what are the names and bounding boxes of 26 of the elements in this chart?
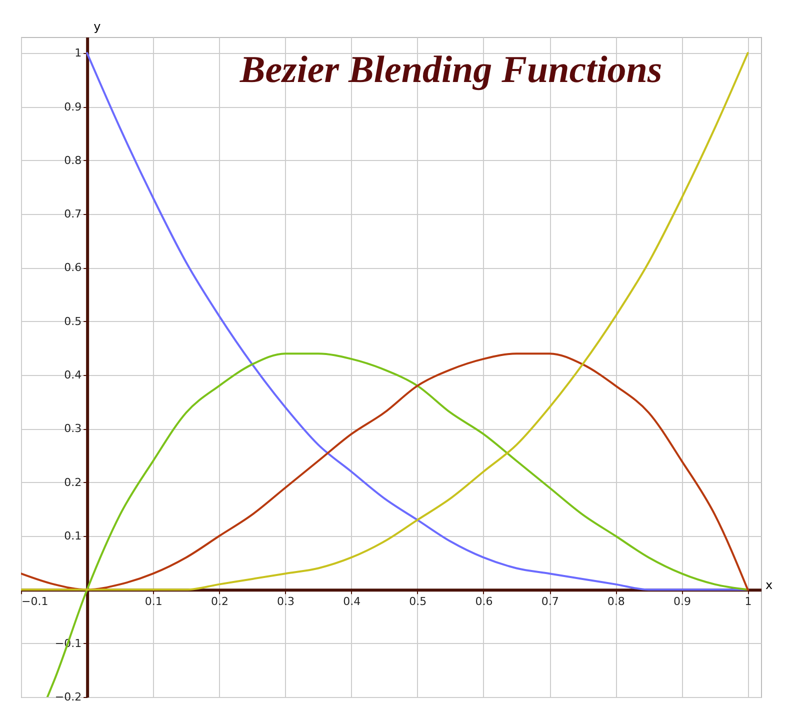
x-tick-label: 1 (744, 595, 752, 608)
x-tick-label: 0.6 (475, 595, 493, 608)
x-tick-label: 0.5 (409, 595, 427, 608)
x-tick-label: 0.3 (277, 595, 295, 608)
y-tick-label: 0.1 (64, 530, 82, 543)
x-axis-title: x (766, 578, 773, 592)
x-tick-label: 0.9 (673, 595, 691, 608)
x-tick-label: 0.8 (607, 595, 625, 608)
y-tick-label: 0.8 (64, 154, 82, 167)
y-tick-label: 0.5 (64, 314, 82, 328)
y-tick-label: 0.6 (64, 261, 82, 274)
y-tick-label: 0.4 (64, 368, 82, 382)
y-tick-label: 0.9 (64, 100, 82, 114)
y-tick-label: 1 (74, 46, 82, 60)
x-tick-label: 0.1 (144, 595, 162, 608)
y-tick-label: −0.2 (54, 690, 82, 704)
y-tick-label: 0.2 (64, 476, 82, 489)
x-tick-label: 0.4 (343, 595, 361, 608)
y-tick-label: 0.3 (64, 422, 82, 436)
y-tick-label: 0.7 (64, 208, 82, 221)
x-tick-label: −0.1 (22, 595, 48, 608)
x-tick-label: 0.7 (541, 595, 559, 608)
chart-title: Bezier Blending Functions (238, 49, 662, 91)
y-axis-title: y (94, 20, 101, 34)
line-series (21, 352, 749, 591)
x-tick-label: 0.2 (210, 595, 228, 608)
